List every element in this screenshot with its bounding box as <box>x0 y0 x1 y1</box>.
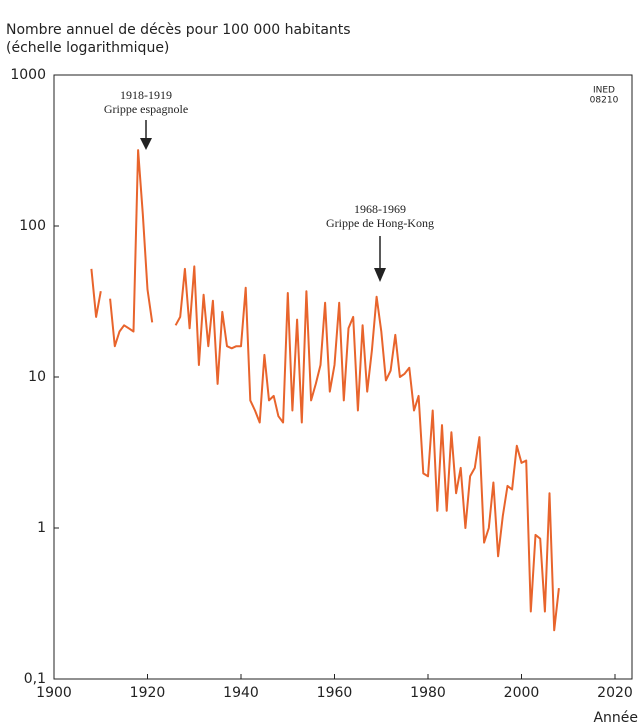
arrow-head <box>140 138 152 150</box>
chart-subtitle: (échelle logarithmique) <box>6 40 169 56</box>
x-tick-label: 1900 <box>36 685 72 701</box>
x-axis-label: Année <box>593 710 638 726</box>
y-tick-label: 10 <box>28 369 46 385</box>
y-tick-label: 1 <box>37 520 46 536</box>
x-tick-label: 1920 <box>130 685 166 701</box>
source: INED <box>593 86 615 96</box>
source: 08210 <box>590 96 619 106</box>
annotation: 1968-1969 <box>354 202 406 216</box>
x-tick-label: 1960 <box>317 685 353 701</box>
chart-title: Nombre annuel de décès pour 100 000 habi… <box>6 22 351 38</box>
data-line <box>90 149 560 632</box>
y-tick-label: 1000 <box>10 67 46 83</box>
x-tick-label: 1980 <box>410 685 446 701</box>
annotation: Grippe espagnole <box>104 102 188 116</box>
x-tick-label: 2020 <box>597 685 633 701</box>
y-tick-label: 100 <box>19 218 46 234</box>
x-tick-label: 2000 <box>504 685 540 701</box>
arrow-head <box>374 268 386 282</box>
y-tick-label: 0,1 <box>24 671 46 687</box>
annotation: 1918-1919 <box>120 88 172 102</box>
annotation: Grippe de Hong-Kong <box>326 216 434 230</box>
x-tick-label: 1940 <box>223 685 259 701</box>
